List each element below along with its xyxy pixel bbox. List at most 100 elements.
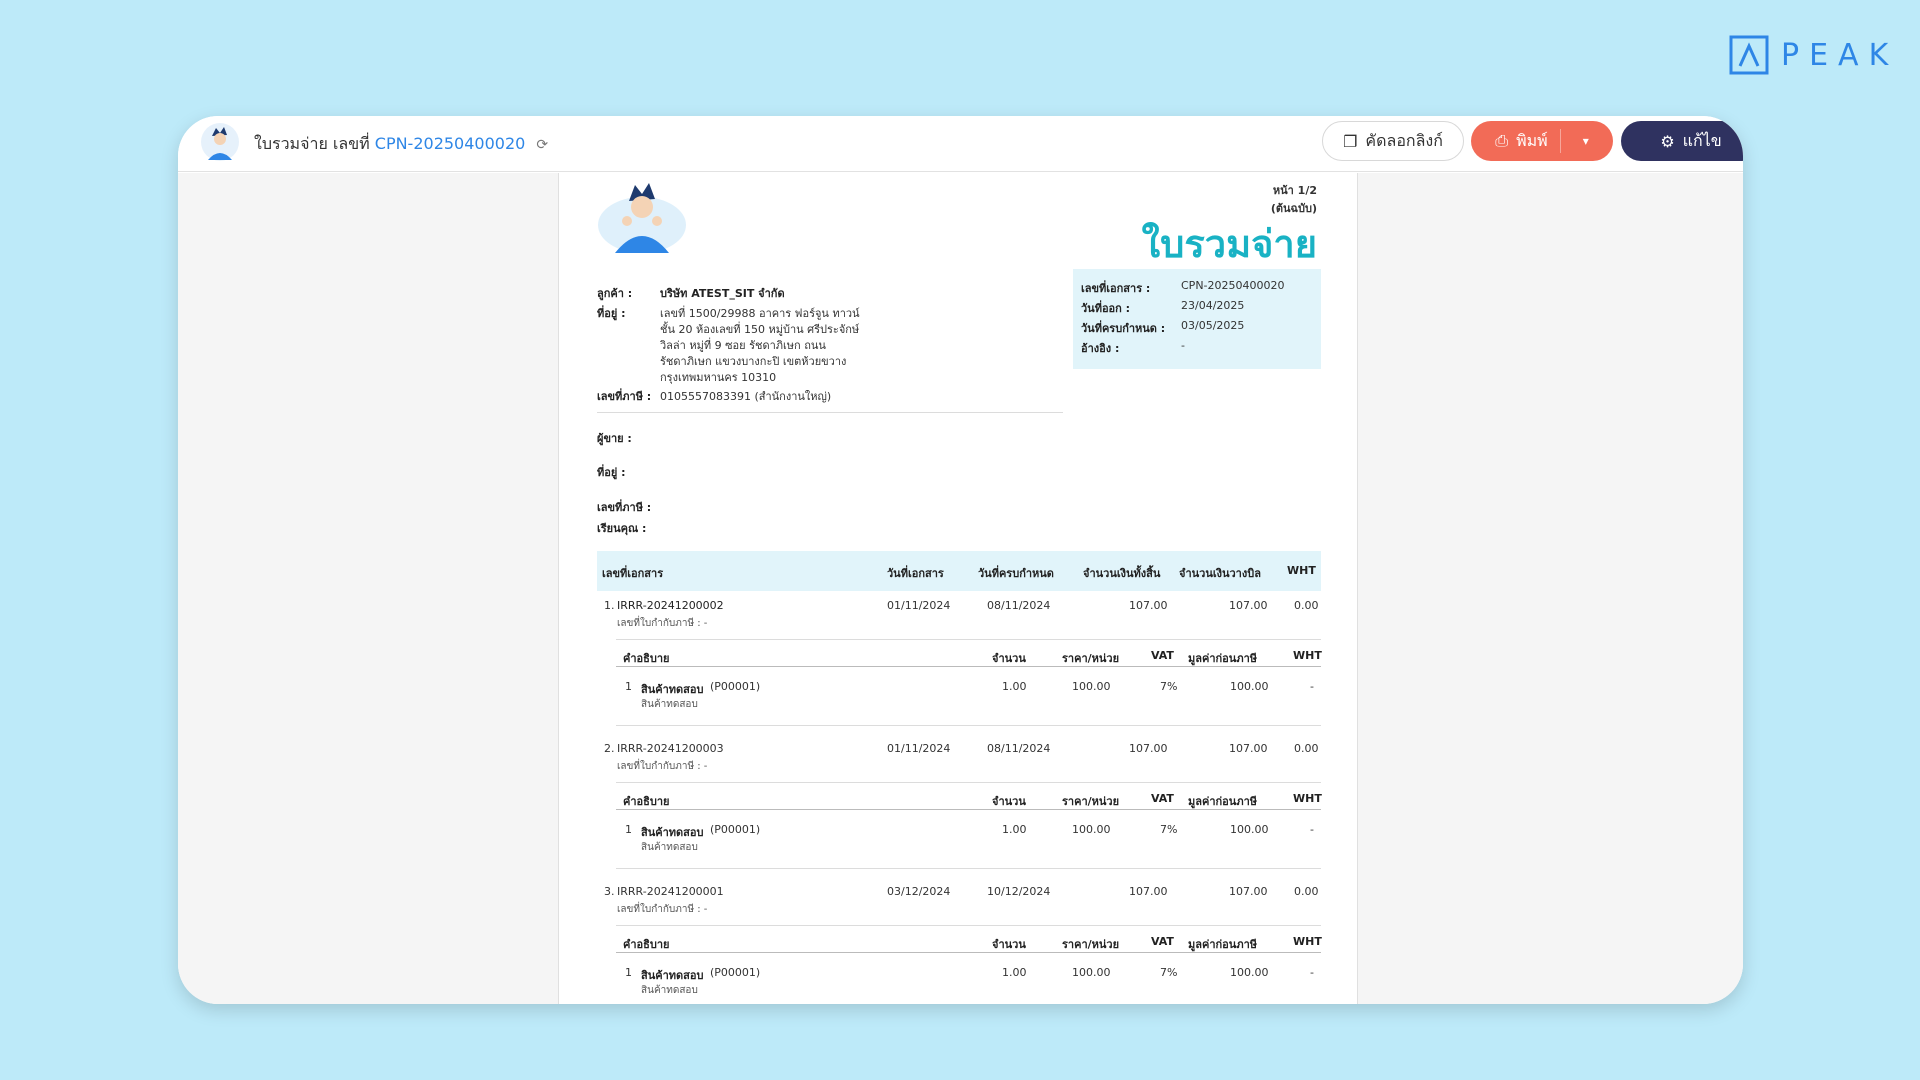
- doc-no-label: เลขที่เอกสาร :: [1081, 282, 1151, 295]
- item-price: 100.00: [1072, 823, 1111, 836]
- item-col-wht: WHT: [1293, 935, 1322, 948]
- row-wht: 0.00: [1294, 742, 1319, 755]
- customer-name: บริษัท ATEST_SIT จำกัด: [660, 287, 785, 300]
- edit-label: แก้ไข: [1682, 130, 1722, 150]
- item-wht: -: [1310, 823, 1314, 836]
- item-col-pretax: มูลค่าก่อนภาษี: [1188, 795, 1257, 808]
- item-col-price: ราคา/หน่วย: [1062, 938, 1120, 951]
- item-qty: 1.00: [1002, 966, 1027, 979]
- customer-label: ลูกค้า :: [597, 287, 633, 300]
- document-paper: หน้า 1/2 (ต้นฉบับ) ใบรวมจ่าย ลูกค้า : บร…: [558, 173, 1358, 1004]
- item-col-wht: WHT: [1293, 649, 1322, 662]
- row-taxinv: เลขที่ใบกำกับภาษี : -: [617, 761, 708, 772]
- item-name: สินค้าทดสอบ: [641, 826, 704, 839]
- item-qty: 1.00: [1002, 680, 1027, 693]
- address-line: วิลล่า หมู่ที่ 9 ซอย รัชดาภิเษก ถนน: [660, 339, 826, 352]
- item-index: 1: [625, 680, 632, 693]
- divider: [616, 925, 1321, 926]
- row-wht: 0.00: [1294, 599, 1319, 612]
- refresh-icon[interactable]: ⟳: [536, 137, 549, 153]
- address-line: รัชดาภิเษก แขวงบางกะปิ เขตห้วยขวาง: [660, 355, 847, 368]
- item-name: สินค้าทดสอบ: [641, 969, 704, 982]
- col-wht: WHT: [1287, 564, 1316, 577]
- col-total: จำนวนเงินทั้งสิ้น: [1083, 567, 1161, 580]
- divider: [597, 412, 1063, 413]
- printer-icon: ⎙: [1495, 131, 1509, 150]
- company-logo: [598, 183, 686, 253]
- edit-button[interactable]: ⚙ แก้ไข: [1621, 121, 1743, 161]
- col-doc-date: วันที่เอกสาร: [887, 567, 944, 580]
- item-wht: -: [1310, 966, 1314, 979]
- item-col-vat: VAT: [1151, 649, 1174, 662]
- item-desc: สินค้าทดสอบ: [641, 699, 698, 710]
- doc-type-label: ใบรวมจ่าย เลขที่: [254, 134, 370, 153]
- row-billed: 107.00: [1229, 742, 1268, 755]
- item-wht: -: [1310, 680, 1314, 693]
- row-billed: 107.00: [1229, 885, 1268, 898]
- item-qty: 1.00: [1002, 823, 1027, 836]
- chevron-down-icon[interactable]: ▾: [1582, 134, 1589, 148]
- item-col-desc: คำอธิบาย: [623, 795, 670, 808]
- row-date: 03/12/2024: [887, 885, 951, 898]
- divider: [616, 952, 1321, 953]
- item-col-qty: จำนวน: [992, 652, 1026, 665]
- item-col-vat: VAT: [1151, 935, 1174, 948]
- doc-no-value: CPN-20250400020: [1181, 279, 1285, 292]
- page-number: หน้า 1/2: [1272, 184, 1317, 197]
- item-col-pretax: มูลค่าก่อนภาษี: [1188, 938, 1257, 951]
- document-meta-box: เลขที่เอกสาร : CPN-20250400020 วันที่ออก…: [1073, 269, 1321, 369]
- item-col-pretax: มูลค่าก่อนภาษี: [1188, 652, 1257, 665]
- doc-number-link[interactable]: CPN-20250400020: [374, 134, 526, 153]
- copy-link-label: คัดลอกลิงก์: [1365, 130, 1443, 150]
- item-vat: 7%: [1160, 680, 1178, 693]
- row-total: 107.00: [1129, 599, 1168, 612]
- row-number: 1.: [604, 599, 615, 612]
- row-total: 107.00: [1129, 742, 1168, 755]
- brand-name: PEAK: [1781, 37, 1899, 73]
- document-window: ใบรวมจ่าย เลขที่ CPN-20250400020 ⟳ ❐ คัด…: [178, 116, 1743, 1004]
- original-label: (ต้นฉบับ): [1270, 202, 1317, 215]
- reference-value: -: [1181, 339, 1185, 352]
- reference-label: อ้างอิง :: [1081, 342, 1120, 355]
- address-line: กรุงเทพมหานคร 10310: [660, 371, 777, 384]
- due-date-value: 03/05/2025: [1181, 319, 1245, 332]
- row-wht: 0.00: [1294, 885, 1319, 898]
- address-line: เลขที่ 1500/29988 อาคาร ฟอร์จูน ทาวน์: [660, 307, 860, 320]
- issue-date-label: วันที่ออก :: [1081, 302, 1131, 315]
- divider: [616, 666, 1321, 667]
- print-divider: [1559, 129, 1561, 153]
- avatar[interactable]: [200, 122, 240, 162]
- item-col-wht: WHT: [1293, 792, 1322, 805]
- taxid-label: เลขที่ภาษี :: [597, 390, 652, 403]
- item-vat: 7%: [1160, 966, 1178, 979]
- print-label: พิมพ์: [1516, 130, 1548, 150]
- item-price: 100.00: [1072, 966, 1111, 979]
- document-title: ใบรวมจ่าย: [1141, 222, 1317, 266]
- attention-label: เรียนคุณ :: [597, 522, 647, 535]
- peak-logo-icon: [1729, 35, 1769, 75]
- taxid-value: 0105557083391 (สำนักงานใหญ่): [660, 390, 832, 403]
- item-col-vat: VAT: [1151, 792, 1174, 805]
- row-doc-no: IRRR-20241200002: [617, 599, 724, 612]
- col-doc-no: เลขที่เอกสาร: [602, 567, 664, 580]
- copy-link-button[interactable]: ❐ คัดลอกลิงก์: [1322, 121, 1464, 161]
- address-line: ชั้น 20 ห้องเลขที่ 150 หมู่บ้าน ศรีประจั…: [660, 323, 860, 336]
- item-index: 1: [625, 823, 632, 836]
- page-title: ใบรวมจ่าย เลขที่ CPN-20250400020 ⟳: [254, 132, 548, 157]
- item-desc: สินค้าทดสอบ: [641, 842, 698, 853]
- peak-logo: PEAK: [1729, 35, 1898, 75]
- row-total: 107.00: [1129, 885, 1168, 898]
- row-doc-no: IRRR-20241200003: [617, 742, 724, 755]
- divider: [616, 868, 1321, 869]
- item-pretax: 100.00: [1230, 823, 1269, 836]
- preview-area: หน้า 1/2 (ต้นฉบับ) ใบรวมจ่าย ลูกค้า : บร…: [178, 173, 1743, 1004]
- row-due: 10/12/2024: [987, 885, 1051, 898]
- print-button[interactable]: ⎙ พิมพ์ ▾: [1471, 121, 1613, 161]
- item-code: (P00001): [710, 680, 761, 693]
- row-taxinv: เลขที่ใบกำกับภาษี : -: [617, 618, 708, 629]
- col-billed: จำนวนเงินวางบิล: [1179, 567, 1261, 580]
- item-desc: สินค้าทดสอบ: [641, 985, 698, 996]
- item-col-desc: คำอธิบาย: [623, 938, 670, 951]
- item-pretax: 100.00: [1230, 680, 1269, 693]
- address-label: ที่อยู่ :: [597, 307, 626, 320]
